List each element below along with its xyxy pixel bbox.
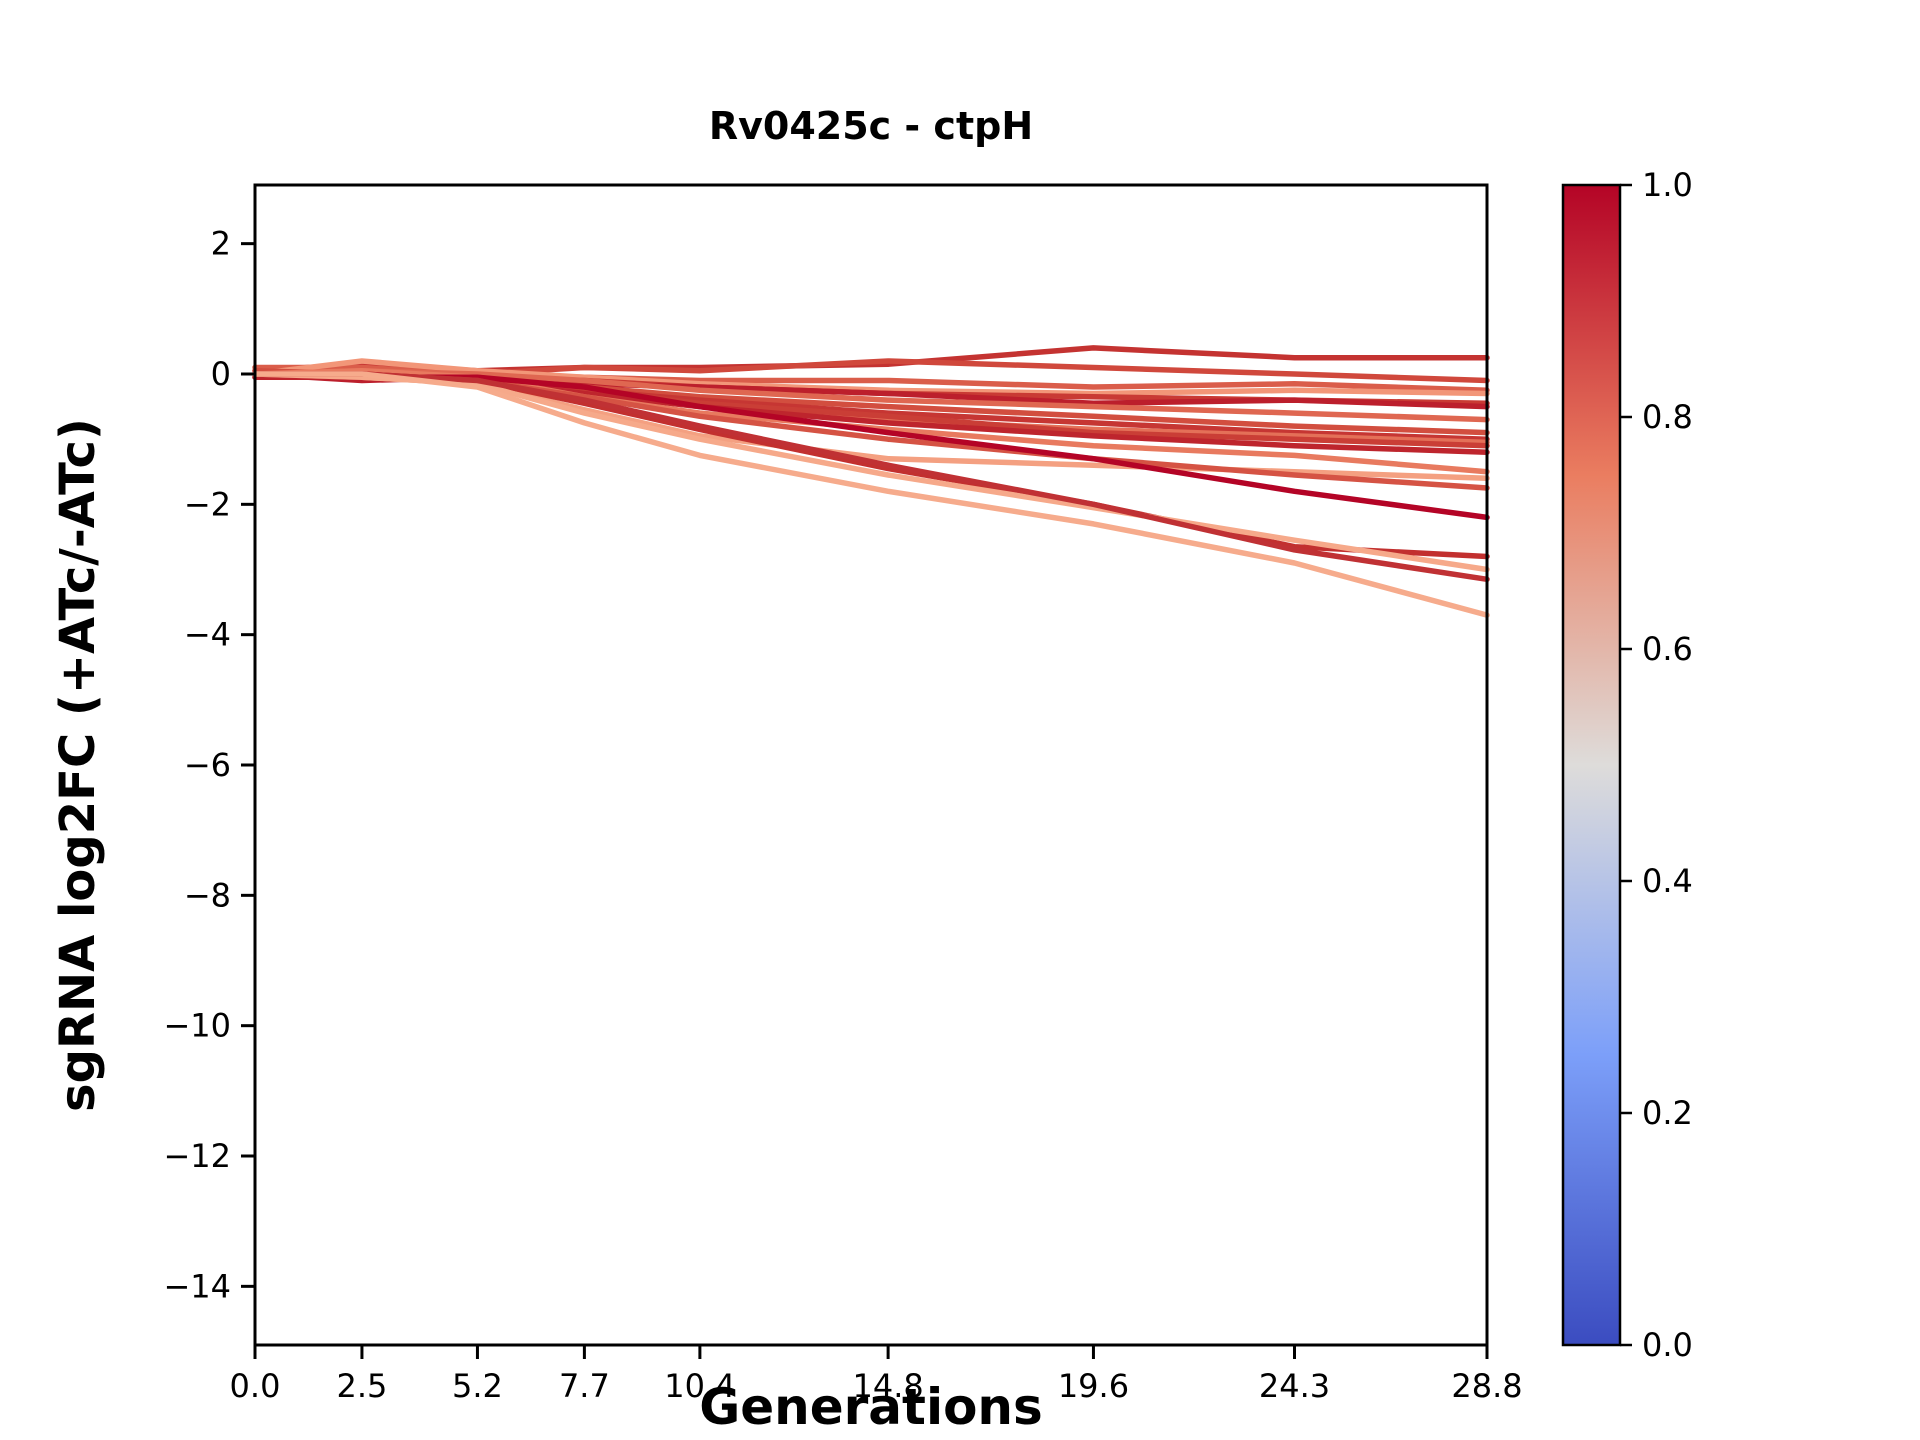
x-tick-label: 24.3: [1259, 1367, 1330, 1405]
x-tick-label: 10.4: [664, 1367, 735, 1405]
series-line-3: [252, 358, 1490, 397]
x-tick-label: 28.8: [1451, 1367, 1522, 1405]
colorbar-tick-label: 0.4: [1642, 862, 1693, 900]
y-tick-label: 0: [211, 355, 231, 393]
colorbar: [1561, 183, 1622, 1347]
series-line-12: [252, 367, 1490, 475]
colorbar-tick-label: 0.0: [1642, 1326, 1693, 1364]
y-tick-label: −10: [163, 1007, 231, 1045]
chart-title: Rv0425c - ctpH: [708, 104, 1034, 148]
x-axis-label: Generations: [699, 1378, 1043, 1436]
x-tick-label: 19.6: [1058, 1367, 1129, 1405]
y-tick-label: −4: [184, 616, 231, 654]
colorbar-tick-label: 0.2: [1642, 1094, 1693, 1132]
series-line-19: [252, 371, 1490, 618]
colorbar-tick-label: 0.6: [1642, 630, 1693, 668]
x-tick-label: 5.2: [452, 1367, 503, 1405]
colorbar-tick-label: 0.8: [1642, 398, 1693, 436]
y-tick-label: −8: [184, 876, 231, 914]
colorbar-tick-label: 1.0: [1642, 166, 1693, 204]
y-tick-label: 2: [211, 225, 231, 263]
y-tick-label: −6: [184, 746, 231, 784]
y-tick-label: −12: [163, 1137, 231, 1175]
x-tick-label: 14.8: [852, 1367, 923, 1405]
x-tick-label: 7.7: [559, 1367, 610, 1405]
x-tick-label: 0.0: [230, 1367, 281, 1405]
y-axis-label: sgRNA log2FC (+ATc/-ATc): [50, 418, 106, 1112]
x-tick-label: 2.5: [336, 1367, 387, 1405]
y-tick-label: −2: [184, 485, 231, 523]
y-tick-label: −14: [163, 1267, 231, 1305]
